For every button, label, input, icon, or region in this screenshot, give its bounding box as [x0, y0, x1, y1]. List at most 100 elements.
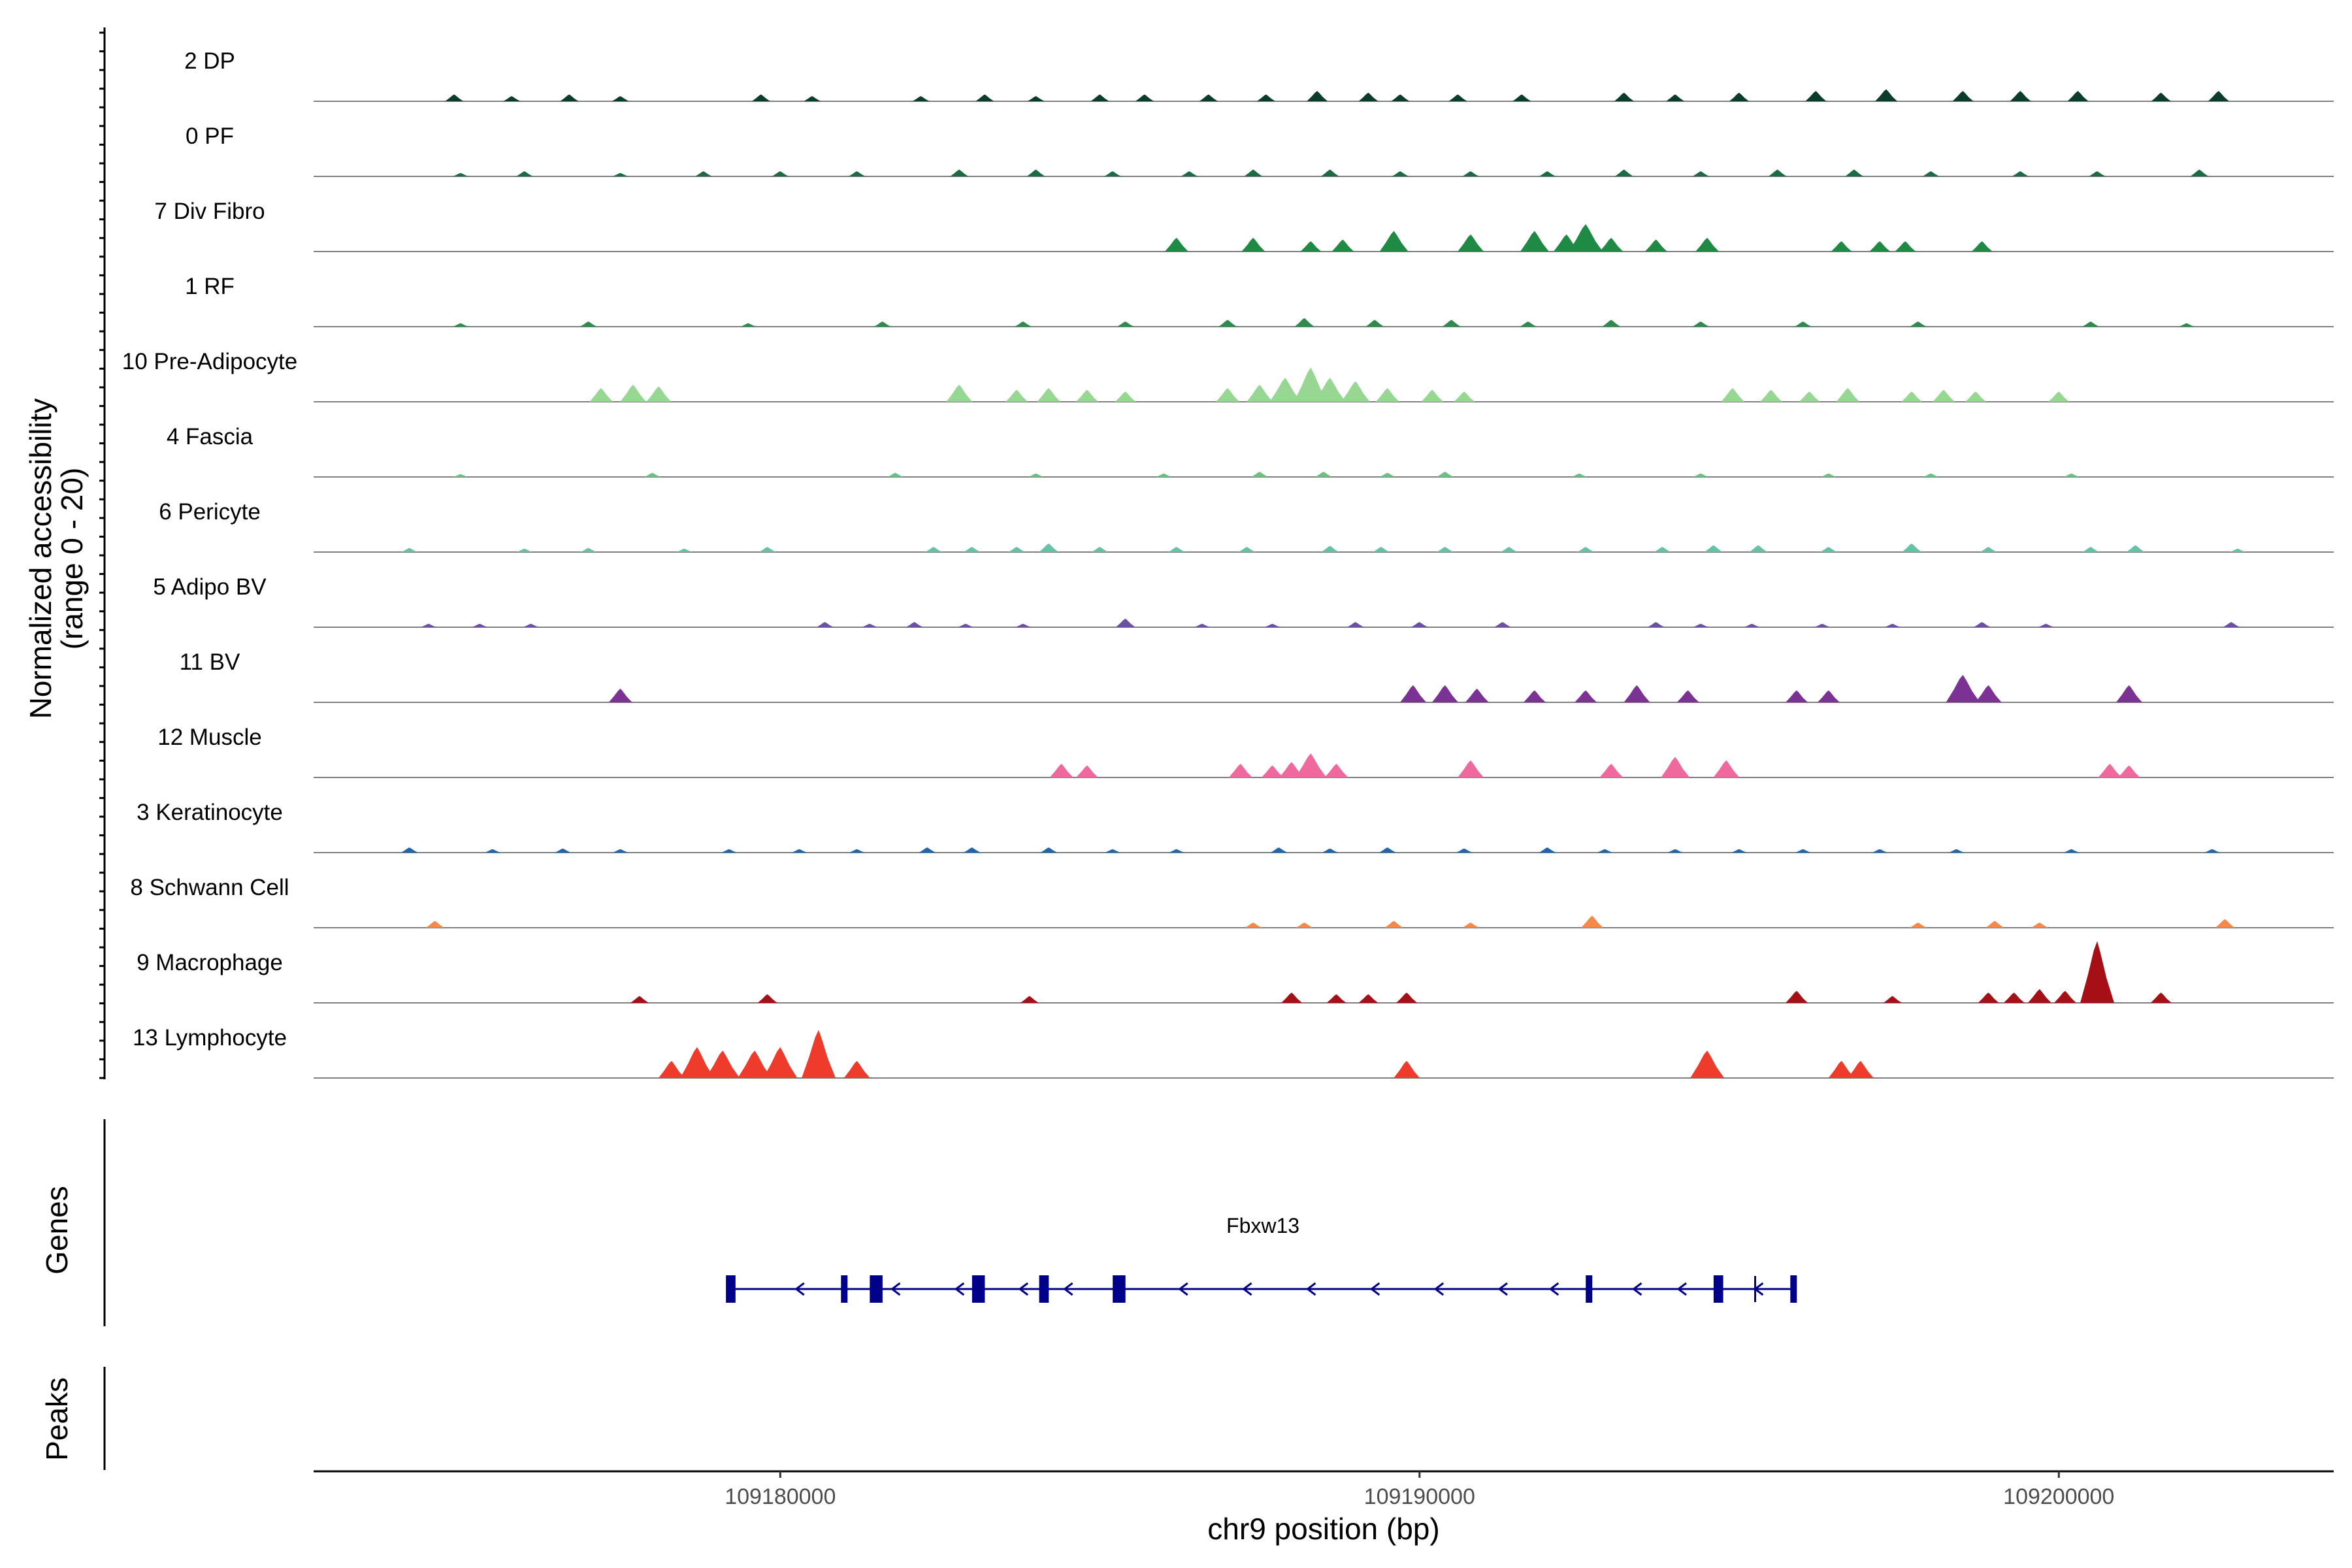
coverage-peak: [1818, 690, 1840, 702]
coverage-peak: [1251, 472, 1269, 477]
coverage-peak: [1269, 378, 1301, 402]
coverage-peak: [2082, 547, 2100, 552]
coverage-peak: [2067, 91, 2089, 101]
strand-arrow: [1369, 1282, 1380, 1296]
strand-arrow: [1178, 1282, 1188, 1296]
coverage-peak: [1821, 473, 1837, 477]
coverage-peak: [1164, 238, 1188, 252]
coverage-peak: [1614, 92, 1634, 101]
coverage-peak: [2204, 849, 2221, 853]
coverage-peak: [580, 547, 597, 552]
coverage-peak: [2126, 545, 2145, 552]
coverage-peak: [1500, 547, 1518, 552]
coverage-peak: [1985, 921, 2004, 928]
coverage-peak: [2190, 169, 2209, 176]
coverage-peak: [1264, 623, 1281, 627]
coverage-peak: [1597, 849, 1613, 853]
coverage-peak: [612, 172, 629, 176]
coverage-peak: [1814, 623, 1831, 627]
coverage-peak: [2031, 923, 2048, 928]
gene-exon: [1039, 1275, 1049, 1303]
coverage-peak: [1971, 241, 1993, 252]
gene-exon: [972, 1275, 985, 1303]
coverage-peak: [1392, 171, 1409, 176]
track-label: 6 Pericyte: [159, 499, 261, 525]
coverage-peak: [472, 623, 488, 627]
coverage-peak: [676, 548, 693, 552]
coverage-peak: [958, 623, 974, 627]
coverage-peak: [1845, 169, 1864, 176]
coverage-peak: [1654, 547, 1671, 552]
track-label: 8 Schwann Cell: [130, 875, 289, 900]
coverage-peak: [1270, 847, 1288, 853]
coverage-peak: [1015, 321, 1032, 327]
coverage-peak: [1692, 321, 1710, 327]
track-label: 4 Fascia: [167, 424, 253, 449]
coverage-peak: [912, 96, 930, 101]
coverage-peak: [2027, 989, 2051, 1003]
coverage-peak: [2089, 171, 2106, 176]
track-1: 2 DP: [184, 48, 2334, 102]
coverage-peak: [1244, 169, 1263, 176]
coverage-peak: [1027, 96, 1045, 101]
coverage-peak: [887, 472, 904, 477]
coverage-peak: [946, 384, 973, 402]
coverage-peak: [680, 1047, 715, 1078]
coverage-peak: [2048, 391, 2070, 402]
track-label: 2 DP: [184, 48, 235, 74]
track-label: 13 Lymphocyte: [133, 1025, 287, 1051]
strand-arrow: [1242, 1282, 1252, 1296]
coverage-peak: [950, 169, 969, 176]
gene-exon: [1586, 1275, 1593, 1303]
coverage-peak: [804, 96, 821, 101]
coverage-peak: [658, 1060, 685, 1078]
coverage-peak: [1431, 685, 1458, 702]
coverage-peak: [963, 847, 981, 853]
coverage-peak: [1520, 231, 1549, 252]
coverage-peak: [425, 921, 444, 928]
coverage-peak: [772, 171, 789, 176]
coverage-peak: [963, 547, 981, 552]
gene-exon: [1713, 1275, 1723, 1303]
coverage-peak: [1315, 472, 1332, 477]
x-axis-title: chr9 position (bp): [1207, 1512, 1439, 1546]
gene-exon: [1790, 1275, 1797, 1303]
gene-exon: [870, 1275, 883, 1303]
coverage-peak: [1105, 849, 1121, 853]
coverage-peak: [721, 849, 737, 853]
coverage-peak: [646, 386, 672, 402]
coverage-peak: [1661, 757, 1690, 777]
coverage-peak: [1245, 923, 1262, 928]
coverage-peak: [1744, 623, 1760, 627]
coverage-peak: [1379, 472, 1396, 477]
track-4: 1 RF: [185, 274, 2334, 327]
track-label: 11 BV: [180, 649, 240, 675]
coverage-peak: [1238, 547, 1256, 552]
coverage-peak: [1008, 547, 1026, 552]
coverage-peak: [694, 171, 712, 176]
coverage-peak: [2178, 323, 2195, 327]
coverage-peak: [1294, 318, 1315, 327]
coverage-peak: [1324, 764, 1348, 777]
coverage-peak: [1980, 547, 1997, 552]
coverage-peak: [2117, 765, 2140, 777]
coverage-peak: [791, 849, 808, 853]
coverage-peak: [763, 1047, 798, 1078]
coverage-peak: [2038, 623, 2054, 627]
coverage-peak: [919, 847, 936, 853]
coverage-peak: [1731, 849, 1747, 853]
coverage-peak: [1520, 321, 1537, 327]
coverage-peak: [1948, 849, 1965, 853]
coverage-peak: [1462, 171, 1480, 176]
coverage-peak: [2063, 849, 2080, 853]
coverage-peak: [1296, 923, 1313, 928]
coverage-peak: [1379, 847, 1396, 853]
coverage-peak: [1794, 321, 1812, 327]
coverage-peak: [1091, 547, 1109, 552]
coverage-peak: [2215, 919, 2235, 928]
strand-arrow: [1631, 1282, 1642, 1296]
coverage-peak: [1713, 760, 1740, 777]
coverage-peak: [1786, 690, 1808, 702]
coverage-peak: [453, 323, 469, 327]
coverage-peak: [1104, 171, 1122, 176]
